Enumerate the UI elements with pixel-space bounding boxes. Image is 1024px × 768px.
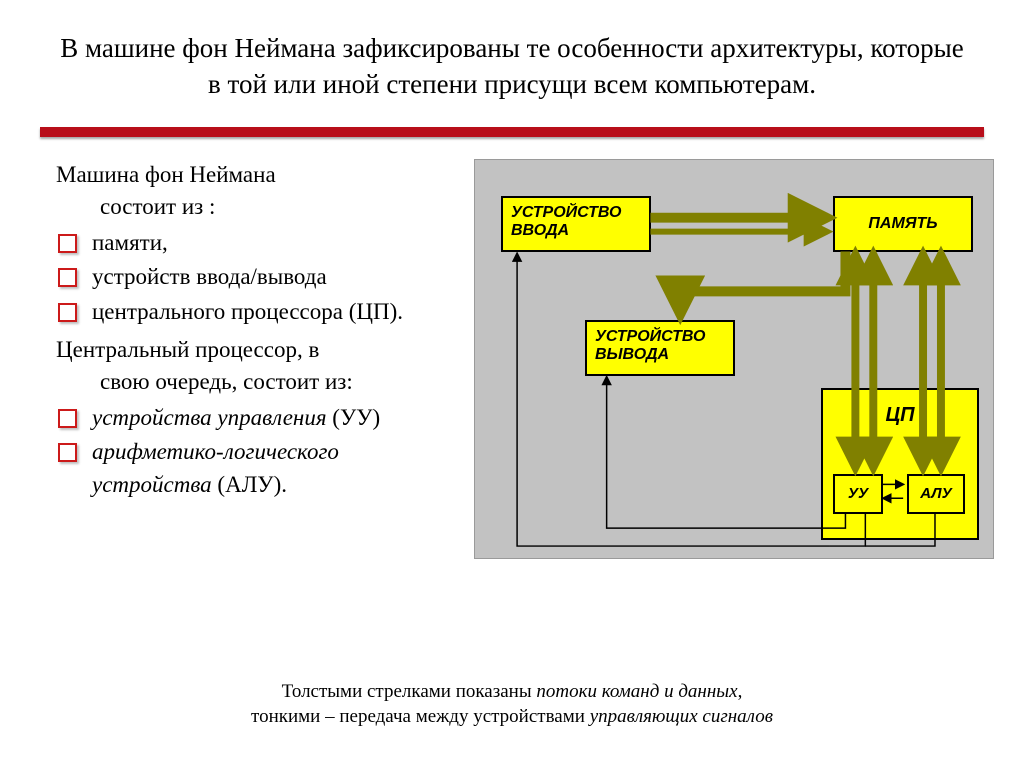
node-input: УСТРОЙСТВОВВОДА [501,196,651,252]
diagram-frame: УСТРОЙСТВОВВОДА ПАМЯТЬ УСТРОЙСТВОВЫВОДА … [474,159,994,559]
node-output: УСТРОЙСТВОВЫВОДА [585,320,735,376]
list-item: устройств ввода/вывода [56,261,462,293]
para-1: Центральный процессор, в свою очередь, с… [50,334,462,398]
content-row: Машина фон Неймана состоит из : памяти, … [0,137,1024,559]
bullet-list-1: памяти, устройств ввода/вывода центральн… [50,227,462,328]
node-alu: АЛУ [907,474,965,514]
node-label: ПАМЯТЬ [868,215,937,233]
page-title: В машине фон Неймана зафиксированы те ос… [60,30,964,103]
list-item: устройства управления (УУ) [56,402,462,434]
diagram-column: УСТРОЙСТВОВВОДА ПАМЯТЬ УСТРОЙСТВОВЫВОДА … [474,159,994,559]
bullet-list-2: устройства управления (УУ) арифметико-ло… [50,402,462,501]
node-label: УУ [848,485,868,502]
para-line: свою очередь, состоит из: [56,366,462,398]
lead-line2: состоит из : [56,191,462,223]
footer-line2: тонкими – передача между устройствами уп… [251,706,773,727]
para-line: Центральный процессор, в [56,337,319,362]
list-item: памяти, [56,227,462,259]
node-cpu: ЦП [821,388,979,540]
list-item-plain: (УУ) [327,405,381,430]
footer-line1: Толстыми стрелками показаны потоки коман… [282,681,743,702]
footer-note: Толстыми стрелками показаны потоки коман… [0,679,1024,730]
list-item-italic: устройства управления [92,405,327,430]
lead-text: Машина фон Неймана состоит из : [50,159,462,223]
lead-line1: Машина фон Неймана [56,162,276,187]
node-label: ЦП [886,404,915,427]
text-column: Машина фон Неймана состоит из : памяти, … [50,159,462,559]
list-item: центрального процессора (ЦП). [56,296,462,328]
title-divider [40,127,984,137]
list-item: арифметико-логического устройства (АЛУ). [56,436,462,500]
node-label: УСТРОЙСТВОВВОДА [511,204,622,241]
node-label: АЛУ [920,485,951,502]
node-uu: УУ [833,474,883,514]
node-memory: ПАМЯТЬ [833,196,973,252]
list-item-plain: (АЛУ). [212,472,287,497]
node-label: УСТРОЙСТВОВЫВОДА [595,328,706,365]
